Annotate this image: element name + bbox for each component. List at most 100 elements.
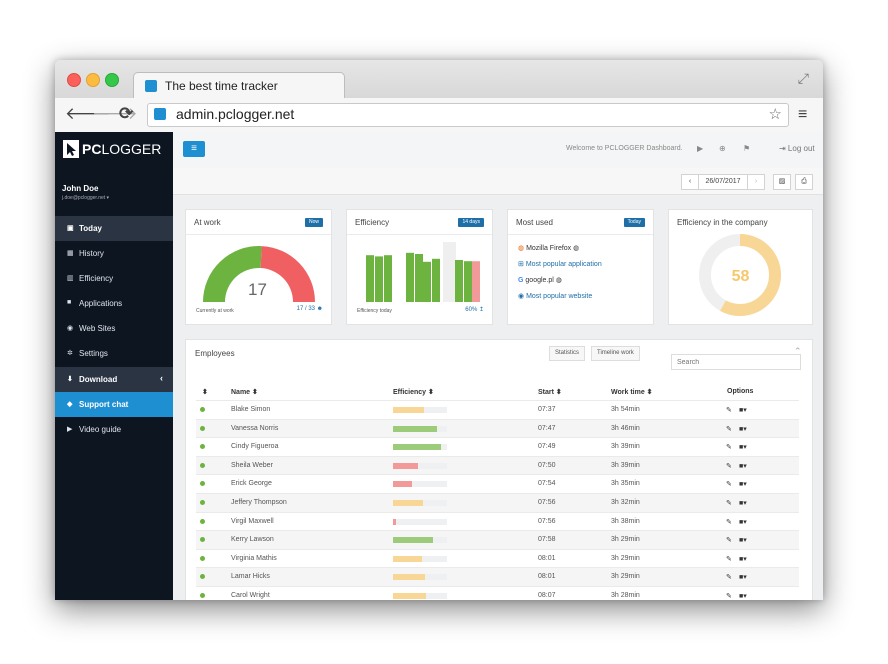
top-bar: ≡ Welcome to PCLOGGER Dashboard. ▶ ⊕ ⚑ ⇥… xyxy=(173,132,823,168)
online-status-dot xyxy=(200,593,205,598)
video-camera-icon[interactable]: ■▾ xyxy=(739,444,747,452)
most-used-app-item[interactable]: ◍ Mozilla Firefox ◍ xyxy=(518,244,579,252)
play-icon[interactable]: ▶ xyxy=(697,144,704,153)
card-header: Most used Today xyxy=(508,210,653,235)
employee-name[interactable]: Vanessa Norris xyxy=(231,424,279,432)
pdf-export-icon[interactable]: ▨ xyxy=(773,174,791,190)
employees-panel: Employees Statistics Timeline work ⌃ ⬍ N… xyxy=(185,339,813,600)
table-row[interactable]: Sheila Weber 07:50 3h 39min ✎ ■▾ xyxy=(196,455,799,475)
back-button[interactable]: 🡐 xyxy=(65,104,111,123)
statistics-button[interactable]: Statistics xyxy=(549,346,586,361)
edit-icon[interactable]: ✎ xyxy=(726,462,732,470)
date-picker[interactable]: 26/07/2017 xyxy=(698,174,748,190)
browser-tab[interactable]: The best time tracker xyxy=(133,72,345,99)
previous-day-button[interactable]: ‹ xyxy=(681,174,699,190)
work-time-column-header[interactable]: Work time ⬍ xyxy=(611,389,653,396)
flag-icon[interactable]: ⚑ xyxy=(743,144,751,153)
timeline-work-button[interactable]: Timeline work xyxy=(591,346,640,361)
most-popular-application-link[interactable]: ⊞ Most popular application xyxy=(518,260,602,268)
edit-icon[interactable]: ✎ xyxy=(726,407,732,414)
sidebar-item-history[interactable]: ▦ History xyxy=(55,241,173,266)
edit-icon[interactable]: ✎ xyxy=(726,574,732,582)
browser-menu-icon[interactable]: ≡ xyxy=(798,106,808,123)
close-window-button[interactable] xyxy=(67,73,81,87)
video-camera-icon[interactable]: ■▾ xyxy=(739,574,747,582)
start-column-header[interactable]: Start ⬍ xyxy=(538,389,562,396)
video-camera-icon[interactable]: ■▾ xyxy=(739,537,747,545)
sidebar-item-settings[interactable]: ✲ Settings xyxy=(55,341,173,366)
expand-icon[interactable]: ⤢ xyxy=(797,70,809,86)
online-status-dot xyxy=(200,481,205,487)
video-camera-icon[interactable]: ■▾ xyxy=(739,407,747,414)
table-row[interactable]: Virgil Maxwell 07:56 3h 38min ✎ ■▾ xyxy=(196,511,799,531)
employee-name[interactable]: Kerry Lawson xyxy=(231,536,274,544)
next-day-button[interactable]: › xyxy=(747,174,765,190)
print-icon[interactable]: ⎙ xyxy=(795,174,813,190)
reload-button[interactable]: ⟳ xyxy=(119,104,134,123)
sidebar-item-web-sites[interactable]: ◉ Web Sites xyxy=(55,316,173,341)
table-row[interactable]: Carol Wright 08:07 3h 28min ✎ ■▾ xyxy=(196,586,799,600)
logout-button[interactable]: ⇥ Log out xyxy=(779,144,815,153)
sidebar-item-applications[interactable]: ■ Applications xyxy=(55,291,173,316)
employee-name[interactable]: Jeffery Thompson xyxy=(231,499,287,506)
video-camera-icon[interactable]: ■▾ xyxy=(739,462,747,470)
status-sort-header[interactable]: ⬍ xyxy=(202,389,208,396)
at-work-ratio[interactable]: 17 / 33 ☻ xyxy=(296,306,323,312)
employee-name[interactable]: Lamar Hicks xyxy=(231,573,270,581)
collapse-panel-icon[interactable]: ⌃ xyxy=(794,346,802,356)
table-row[interactable]: Kerry Lawson 07:58 3h 29min ✎ ■▾ xyxy=(196,530,799,550)
video-camera-icon[interactable]: ■▾ xyxy=(739,500,747,507)
employee-name[interactable]: Carol Wright xyxy=(231,592,270,599)
efficiency-today-value: 60% ↥ xyxy=(465,307,484,313)
url-text[interactable]: admin.pclogger.net xyxy=(176,106,295,122)
name-column-header[interactable]: Name ⬍ xyxy=(231,389,258,396)
most-popular-website-link[interactable]: ◉ Most popular website xyxy=(518,292,592,300)
bookmark-star-icon[interactable]: ☆ xyxy=(768,106,782,123)
table-row[interactable]: Lamar Hicks 08:01 3h 29min ✎ ■▾ xyxy=(196,567,799,587)
employee-name[interactable]: Virginia Mathis xyxy=(231,554,277,562)
efficiency-column-header[interactable]: Efficiency ⬍ xyxy=(393,389,434,396)
toggle-sidebar-button[interactable]: ≡ xyxy=(183,141,205,157)
table-row[interactable]: Blake Simon 07:37 3h 54min ✎ ■▾ xyxy=(196,400,799,419)
maximize-window-button[interactable] xyxy=(105,73,119,87)
table-row[interactable]: Virginia Mathis 08:01 3h 29min ✎ ■▾ xyxy=(196,548,799,568)
edit-icon[interactable]: ✎ xyxy=(726,500,732,507)
globe-icon[interactable]: ⊕ xyxy=(719,144,726,153)
sidebar-item-efficiency[interactable]: ▥ Efficiency xyxy=(55,266,173,291)
address-bar[interactable]: admin.pclogger.net ☆ xyxy=(147,103,789,127)
edit-icon[interactable]: ✎ xyxy=(726,444,732,452)
video-camera-icon[interactable]: ■▾ xyxy=(739,425,747,433)
employee-name[interactable]: Sheila Weber xyxy=(231,461,273,469)
sidebar-item-download[interactable]: ⬇ Download ‹ xyxy=(55,367,173,392)
edit-icon[interactable]: ✎ xyxy=(726,425,732,433)
employee-name[interactable]: Virgil Maxwell xyxy=(231,517,274,525)
video-camera-icon[interactable]: ■▾ xyxy=(739,518,747,526)
employee-search-input[interactable] xyxy=(671,354,801,370)
sidebar-item-support-chat[interactable]: ◆ Support chat xyxy=(55,392,173,417)
employee-name[interactable]: Blake Simon xyxy=(231,406,271,413)
chevron-left-icon: ‹ xyxy=(160,373,163,383)
edit-icon[interactable]: ✎ xyxy=(726,481,732,489)
table-row[interactable]: Cindy Figueroa 07:49 3h 39min ✎ ■▾ xyxy=(196,437,799,456)
employee-name[interactable]: Cindy Figueroa xyxy=(231,443,279,451)
employee-name[interactable]: Erick George xyxy=(231,480,272,488)
sidebar-item-label: Video guide xyxy=(79,425,122,434)
edit-icon[interactable]: ✎ xyxy=(726,555,732,563)
table-row[interactable]: Jeffery Thompson 07:56 3h 32min ✎ ■▾ xyxy=(196,493,799,512)
edit-icon[interactable]: ✎ xyxy=(726,537,732,545)
minimize-window-button[interactable] xyxy=(86,73,100,87)
sidebar-item-video-guide[interactable]: ▶ Video guide xyxy=(55,417,173,442)
table-row[interactable]: Erick George 07:54 3h 35min ✎ ■▾ xyxy=(196,474,799,493)
video-camera-icon[interactable]: ■▾ xyxy=(739,481,747,489)
edit-icon[interactable]: ✎ xyxy=(726,518,732,526)
most-used-site-item[interactable]: G google.pl ◍ xyxy=(518,276,562,284)
edit-icon[interactable]: ✎ xyxy=(726,593,732,600)
video-camera-icon[interactable]: ■▾ xyxy=(739,593,747,600)
user-email-dropdown[interactable]: j.doe@pclogger.net ▾ xyxy=(62,195,110,201)
video-camera-icon[interactable]: ■▾ xyxy=(739,555,747,563)
work-time: 3h 54min xyxy=(611,406,640,413)
14-days-badge: 14 days xyxy=(458,218,484,227)
forward-button[interactable]: 🡒 xyxy=(92,104,138,123)
sidebar-item-today[interactable]: ▣ Today xyxy=(55,216,173,241)
table-row[interactable]: Vanessa Norris 07:47 3h 46min ✎ ■▾ xyxy=(196,418,799,438)
